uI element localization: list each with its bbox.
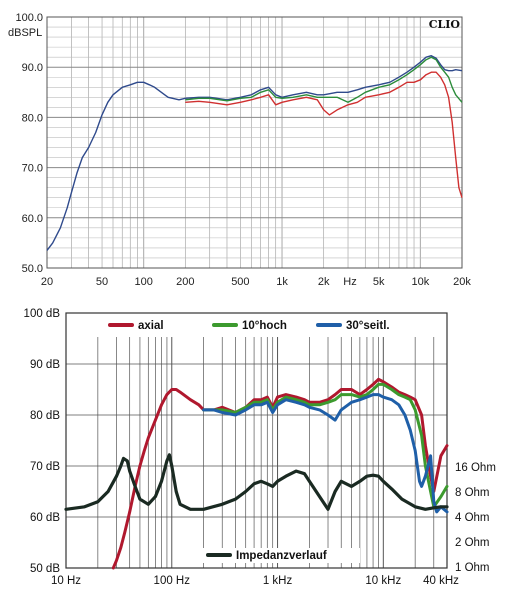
y-tick-label: 70.0 (22, 163, 43, 175)
legend-label: axial (138, 320, 164, 332)
y-axis-label: dBSPL (8, 27, 42, 39)
x-tick-label: 200 (176, 276, 194, 288)
series-line-impedanzverlauf (64, 453, 449, 511)
plot-area-1 (47, 17, 462, 268)
plot-frame-2 (65, 312, 448, 569)
right-tick-label: 2 Ohm (455, 537, 490, 549)
y-tick-label: 60.0 (22, 213, 43, 225)
brand-logo: CLIO (429, 18, 461, 31)
y-tick-label: 100.0 (15, 12, 43, 24)
x-tick-label: 40 kHz (423, 575, 459, 587)
x-tick-label: 1 kHz (263, 575, 293, 587)
legend-label: 30°seitl. (346, 320, 390, 332)
x-tick-label: 10 kHz (365, 575, 401, 587)
plot-area-2 (66, 313, 447, 568)
y-tick-label: 70 dB (30, 461, 60, 473)
right-tick-label: 8 Ohm (455, 487, 490, 499)
legend-label: Impedanzverlauf (236, 550, 327, 562)
y-tick-label: 100 dB (24, 308, 61, 320)
x-tick-label: 2k (318, 276, 330, 288)
frequency-response-chart-clio: 100.0 90.0 80.0 70.0 60.0 50.0 dBSPL 20 50 100 200… (8, 12, 471, 288)
series-line-10hoch (202, 382, 449, 509)
x-tick-label: Hz (343, 276, 356, 288)
y-tick-label: 90.0 (22, 62, 43, 74)
right-tick-label: 16 Ohm (455, 462, 496, 474)
series-line-30seitl (202, 393, 449, 514)
x-tick-label: 5k (373, 276, 385, 288)
y-tick-label: 50.0 (22, 263, 43, 275)
y-tick-label: 90 dB (30, 359, 60, 371)
x-tick-label: 100 (135, 276, 153, 288)
legend-background (200, 548, 360, 563)
plot-frame-1 (46, 16, 463, 269)
y-tick-label: 60 dB (30, 512, 60, 524)
x-tick-label: 10 Hz (51, 575, 81, 587)
x-tick-label: 20 (41, 276, 53, 288)
x-tick-label: 100 Hz (154, 575, 191, 587)
x-tick-label: 50 (96, 276, 108, 288)
y-tick-label: 80.0 (22, 112, 43, 124)
frequency-response-impedance-chart: axial 10°hoch 30°seitl. Impedanzverlauf 100 … (24, 308, 496, 587)
legend-label: 10°hoch (242, 320, 287, 332)
series-line-2 (185, 56, 463, 104)
series-line-1 (46, 55, 463, 251)
x-tick-label: 500 (231, 276, 249, 288)
y-tick-label: 50 dB (30, 563, 60, 575)
right-tick-label: 1 Ohm (455, 562, 490, 574)
y-tick-label: 80 dB (30, 410, 60, 422)
series-line-3 (185, 71, 463, 198)
right-tick-label: 4 Ohm (455, 512, 490, 524)
series-line-axial (111, 377, 449, 570)
x-tick-label: 1k (276, 276, 288, 288)
x-tick-label: 10k (411, 276, 429, 288)
x-tick-label: 20k (453, 276, 471, 288)
